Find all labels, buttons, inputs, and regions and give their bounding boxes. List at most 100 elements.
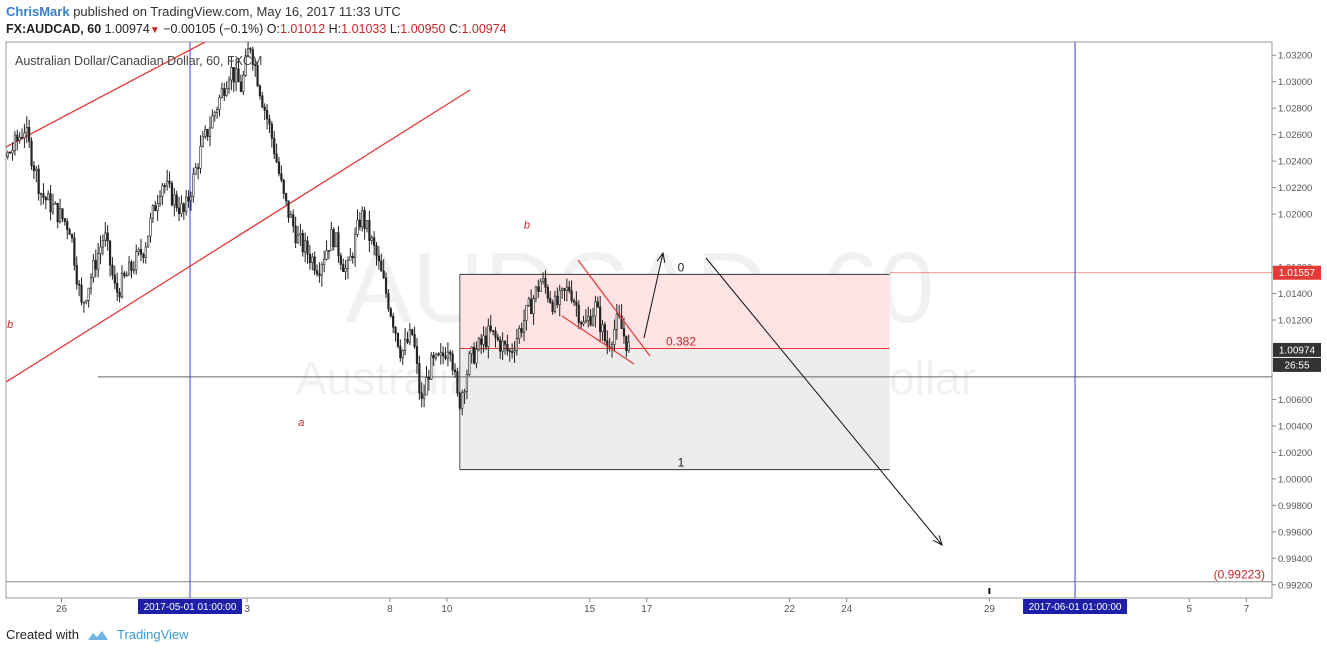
candle-body bbox=[289, 214, 292, 218]
candle-body bbox=[163, 185, 166, 187]
candles bbox=[2, 42, 630, 416]
candle-body bbox=[6, 153, 7, 158]
candle-body bbox=[199, 145, 202, 169]
candle-body bbox=[575, 301, 578, 306]
candle-body bbox=[563, 288, 566, 291]
wedge-upper-line bbox=[577, 259, 651, 357]
date-badge-0 bbox=[138, 599, 242, 614]
candle-body bbox=[334, 232, 338, 248]
y-tick-label: 1.02200 bbox=[1278, 183, 1312, 194]
candle-body bbox=[127, 261, 131, 276]
candle-body bbox=[9, 151, 12, 154]
candle-body bbox=[622, 328, 626, 337]
candle-body bbox=[120, 272, 124, 298]
candle-body bbox=[503, 341, 507, 345]
candle-body bbox=[208, 127, 212, 137]
candle-body bbox=[225, 88, 228, 96]
candle-body bbox=[556, 295, 559, 305]
candle-body bbox=[375, 245, 378, 257]
candle-body bbox=[354, 234, 357, 258]
author-link[interactable]: ChrisMark bbox=[6, 4, 70, 19]
candle-body bbox=[201, 136, 204, 147]
candle-body bbox=[42, 193, 45, 198]
y-tick-label: 1.02800 bbox=[1278, 104, 1312, 115]
candle-body bbox=[541, 277, 545, 282]
candle-body bbox=[527, 298, 530, 306]
candle-body bbox=[192, 173, 195, 197]
candle-body bbox=[399, 346, 402, 359]
candle-body bbox=[216, 109, 219, 113]
candle-body bbox=[456, 371, 459, 394]
candle-body bbox=[16, 134, 19, 141]
candle-body bbox=[411, 329, 414, 335]
candle-body bbox=[170, 182, 174, 206]
candle-body bbox=[620, 315, 623, 329]
candle-body bbox=[463, 391, 466, 394]
candle-body bbox=[320, 264, 323, 276]
candle-body bbox=[365, 220, 369, 229]
candle-body bbox=[477, 338, 480, 350]
candle-body bbox=[565, 286, 568, 291]
candle-body bbox=[168, 180, 171, 184]
last-price: 1.00974 bbox=[104, 22, 150, 36]
candle-body bbox=[20, 137, 24, 139]
y-tick-label: 1.03000 bbox=[1278, 77, 1312, 88]
candle-body bbox=[213, 112, 216, 117]
candle-body bbox=[49, 193, 52, 213]
price-change: −0.00105 (−0.1%) bbox=[163, 22, 264, 36]
candle-body bbox=[449, 351, 452, 355]
candle-body bbox=[265, 110, 269, 120]
candle-body bbox=[158, 196, 162, 204]
candle-body bbox=[87, 287, 90, 301]
candle-body bbox=[323, 259, 326, 265]
date-badge-1 bbox=[1023, 599, 1128, 614]
tradingview-logo-icon bbox=[87, 630, 108, 640]
candle-body bbox=[194, 167, 197, 175]
candle-body bbox=[318, 273, 321, 276]
candle-body bbox=[465, 374, 469, 392]
candle-body bbox=[108, 240, 112, 266]
candle-body bbox=[73, 237, 76, 266]
candle-body bbox=[130, 261, 133, 271]
candle-body bbox=[599, 306, 602, 333]
candle-body bbox=[591, 315, 595, 326]
candle-body bbox=[78, 283, 81, 286]
close-value: 1.00974 bbox=[461, 22, 507, 36]
tradingview-link[interactable]: TradingView bbox=[116, 627, 189, 642]
candle-body bbox=[28, 127, 31, 142]
candle-body bbox=[534, 286, 538, 299]
candle-body bbox=[118, 292, 121, 298]
candle-body bbox=[587, 316, 590, 321]
candle-body bbox=[220, 88, 223, 98]
candle-body bbox=[11, 150, 14, 154]
candle-body bbox=[142, 254, 145, 258]
wave-label-b-2: b bbox=[524, 220, 530, 232]
candle-body bbox=[561, 288, 564, 291]
projection-down-arrow-head bbox=[932, 535, 943, 546]
candle-body bbox=[494, 330, 497, 338]
candle-body bbox=[461, 392, 464, 409]
candle-body bbox=[13, 134, 16, 151]
candle-body bbox=[139, 249, 143, 255]
candle-body bbox=[499, 339, 502, 352]
candle-body bbox=[458, 392, 461, 409]
date-badge-label-1: 2017-06-01 01:00:00 bbox=[1029, 602, 1122, 613]
price-badge-2 bbox=[1273, 357, 1321, 372]
candle-body bbox=[287, 200, 290, 218]
low-value: 1.00950 bbox=[400, 22, 446, 36]
candle-body bbox=[584, 319, 587, 323]
candle-body bbox=[61, 208, 64, 219]
candle-body bbox=[261, 95, 264, 108]
candle-body bbox=[304, 240, 307, 253]
candle-body bbox=[539, 281, 542, 292]
candle-body bbox=[572, 300, 576, 303]
candle-body bbox=[258, 85, 262, 97]
candle-body bbox=[361, 210, 364, 228]
candle-body bbox=[2, 154, 4, 174]
candle-body bbox=[344, 268, 347, 273]
candle-body bbox=[589, 316, 592, 326]
price-badge-label-0: 1.01557 bbox=[1279, 268, 1316, 279]
candle-body bbox=[420, 392, 423, 399]
candle-body bbox=[58, 208, 62, 223]
